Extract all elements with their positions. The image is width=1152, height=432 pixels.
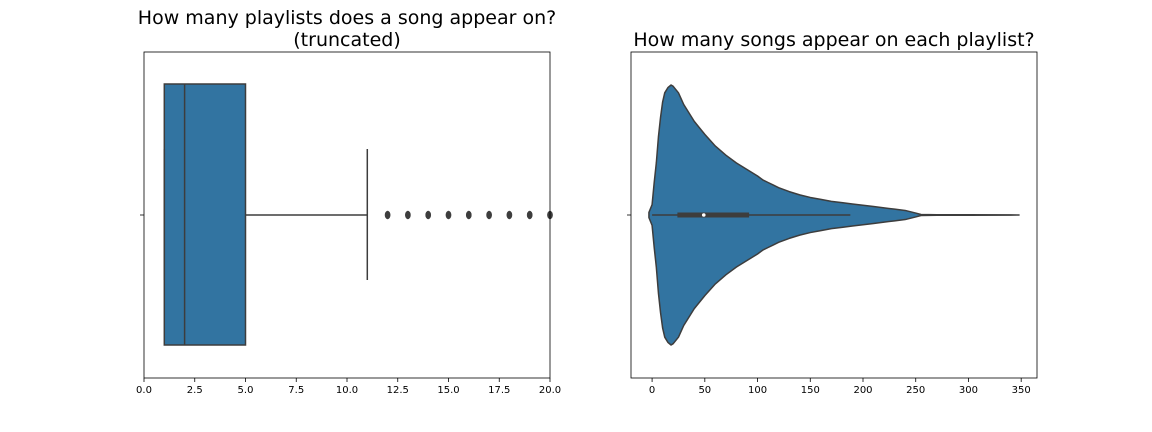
boxplot-x-tick-label: 0.0 — [136, 385, 152, 396]
boxplot-box — [163, 83, 247, 346]
boxplot-outlier — [445, 210, 452, 220]
boxplot-x-tick-label: 10.0 — [336, 385, 358, 396]
boxplot-x-tick-label: 20.0 — [539, 385, 561, 396]
boxplot-x-tick-label: 15.0 — [437, 385, 459, 396]
boxplot-x-tick-label: 5.0 — [238, 385, 254, 396]
violin-x-tick-label: 300 — [959, 385, 978, 396]
violin-x-tick-label: 0 — [649, 385, 655, 396]
boxplot-outlier — [526, 210, 533, 220]
boxplot-outlier — [425, 210, 432, 220]
boxplot-subtitle: (truncated) — [293, 29, 400, 51]
boxplot-x-tick-label: 12.5 — [387, 385, 409, 396]
violin-x-tick-label: 100 — [748, 385, 767, 396]
violin-median-dot — [701, 213, 706, 217]
boxplot-outlier — [405, 210, 411, 220]
boxplot-outlier — [465, 210, 472, 220]
violin-x-tick-label: 150 — [801, 385, 820, 396]
boxplot-panel: 0.0 2.5 5.0 7.5 10.0 12.5 15.0 17.5 20.0 — [136, 51, 561, 396]
boxplot-x-tick-label: 2.5 — [187, 385, 203, 396]
boxplot-outlier — [384, 210, 391, 220]
violin-x-tick-label: 350 — [1012, 385, 1031, 396]
boxplot-title: How many playlists does a song appear on… — [138, 7, 556, 29]
violin-iqr-box — [677, 212, 750, 218]
boxplot-x-tick-label: 17.5 — [488, 385, 510, 396]
boxplot-outlier — [506, 210, 513, 220]
violin-x-tick-label: 50 — [698, 385, 711, 396]
boxplot-x-tick-label: 7.5 — [288, 385, 304, 396]
boxplot-outlier — [486, 210, 492, 220]
violin-panel: 0 50 100 150 200 250 300 350 — [627, 51, 1038, 396]
violin-x-tick-label: 250 — [906, 385, 925, 396]
violin-x-tick-label: 200 — [853, 385, 872, 396]
violin-title: How many songs appear on each playlist? — [633, 29, 1034, 51]
